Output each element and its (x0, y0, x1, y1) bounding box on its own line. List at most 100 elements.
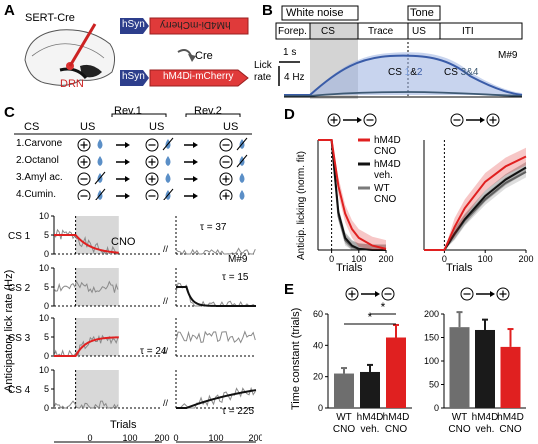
bar-wt-cno (334, 373, 354, 408)
cno-shade (75, 216, 119, 254)
plus-sign-icon (145, 155, 159, 169)
bar-category-label: veh. (476, 424, 495, 435)
cs-row-axis-label: CS 1 (8, 231, 31, 242)
lick-trace (175, 330, 256, 344)
water-drop-icon (239, 190, 245, 200)
hsyn-bottom-label: hSyn (122, 71, 145, 82)
panel-b-trial-structure (275, 5, 523, 99)
arrow-head-icon (193, 142, 198, 148)
x-tick-label: 100 (478, 254, 493, 264)
bar-category-label: WT (336, 412, 352, 423)
y-tick-label: 0 (434, 403, 439, 413)
plus-sign-icon (327, 113, 341, 127)
legend-label: CNO (374, 194, 396, 205)
x-tick-label: 0 (173, 433, 178, 443)
bar-category-label: CNO (333, 424, 355, 435)
cno-shade (75, 268, 119, 306)
exp-fit-curve (176, 286, 257, 307)
cs-row-axis-label: CS 3 (8, 333, 31, 344)
time-scale-label: 1 s (283, 47, 297, 58)
significance-star: * (368, 310, 373, 324)
y-tick-label: 0 (44, 351, 49, 361)
epoch-trace: Trace (368, 26, 394, 37)
plus-sign-icon (496, 287, 510, 301)
minus-sign-icon (219, 138, 233, 152)
x-tick-label: 200 (378, 254, 393, 264)
epoch-iti: ITI (462, 26, 474, 37)
col-us3-header: US (223, 121, 239, 133)
cs-row-label: 3.Amyl ac. (16, 172, 63, 183)
cre-label: Cre (195, 50, 213, 62)
col-cs-header: CS (24, 121, 40, 133)
col-us1-header: US (80, 121, 96, 133)
contingency-table-lines (14, 113, 252, 200)
panel-e-bar-charts: 0204060WTCNOhM4Dveh.hM4DCNO**05010015020… (313, 287, 526, 435)
minus-sign-icon (381, 287, 395, 301)
y-tick-label: 5 (44, 230, 49, 240)
fit-curve-hm4d-cno (424, 155, 527, 251)
confidence-band (424, 162, 526, 250)
tau-value-label: τ = 37 (200, 222, 227, 233)
plus-sign-icon (145, 172, 159, 186)
epoch-box-iti (439, 22, 523, 40)
arrow-head-icon (375, 291, 380, 297)
panel-a-letter: A (4, 2, 15, 19)
y-tick-label: 150 (424, 333, 439, 343)
cs-row-axis-label: CS 2 (8, 283, 31, 294)
minus-sign-icon (145, 138, 159, 152)
y-tick-label: 10 (39, 365, 49, 375)
panel-d-letter: D (284, 106, 295, 123)
bar-category-label: hM4D (497, 412, 524, 423)
cerebellum-dark-region (80, 64, 102, 78)
cno-shade (75, 370, 119, 408)
confidence-band (424, 147, 526, 250)
arrow-head-icon (125, 142, 130, 148)
rate-scale-label: 4 Hz (284, 72, 305, 83)
minus-sign-icon (363, 113, 377, 127)
minus-sign-icon (450, 113, 464, 127)
cs-row-label: 2.Octanol (16, 155, 59, 166)
water-drop-crossed-icon (94, 171, 106, 185)
bar-category-label: WT (452, 412, 468, 423)
axis-break-icon: // (163, 296, 169, 306)
panel-d-ylabel: Anticip. licking (norm. fit) (296, 151, 307, 260)
exp-fit-curve (176, 389, 257, 409)
plus-sign-icon (77, 138, 91, 152)
arrow-head-icon (125, 193, 130, 199)
minus-sign-icon (460, 287, 474, 301)
hsyn-promoter-bottom (120, 70, 149, 86)
lick-trace (175, 247, 256, 255)
cs-row-axis-label: CS 4 (8, 385, 31, 396)
water-drop-crossed-icon (162, 137, 174, 151)
arrow-head-icon (125, 176, 130, 182)
arrow-head-icon (490, 291, 495, 297)
y-tick-label: 5 (44, 384, 49, 394)
bar-category-label: hM4D (472, 412, 499, 423)
white-noise-box (281, 5, 359, 21)
epoch-forep: Forep. (278, 26, 307, 37)
arrow-head-icon (193, 159, 198, 165)
water-drop-icon (165, 156, 171, 166)
plus-sign-icon (219, 172, 233, 186)
x-tick-label: 0 (329, 254, 334, 264)
brain-section-sketch (24, 23, 116, 86)
axis-break-icon: // (163, 346, 169, 356)
construct-bottom-gene-label: hM4Di-mCherry (163, 71, 234, 82)
legend-label: veh. (374, 170, 393, 181)
bar-hm4d-cno (386, 337, 406, 408)
panel-b-mouse-id: M#9 (498, 50, 518, 61)
cs-row-label: 4.Cumin. (16, 189, 57, 200)
fit-curve-hm4d-cno (318, 139, 387, 250)
exp-fit-curve (54, 336, 119, 357)
panel-c-mouse-id: M#9 (228, 254, 248, 265)
legend-label: hM4D (374, 135, 401, 146)
y-tick-label: 5 (44, 282, 49, 292)
minus-sign-icon (77, 189, 91, 200)
y-tick-label: 5 (44, 332, 49, 342)
arrow-head-icon (480, 117, 485, 123)
y-tick-label: 10 (39, 313, 49, 323)
water-drop-crossed-icon (95, 188, 106, 200)
bar-wt-cno (449, 327, 470, 408)
y-tick-label: 0 (44, 249, 49, 259)
hsyn-promoter-top (120, 18, 149, 34)
